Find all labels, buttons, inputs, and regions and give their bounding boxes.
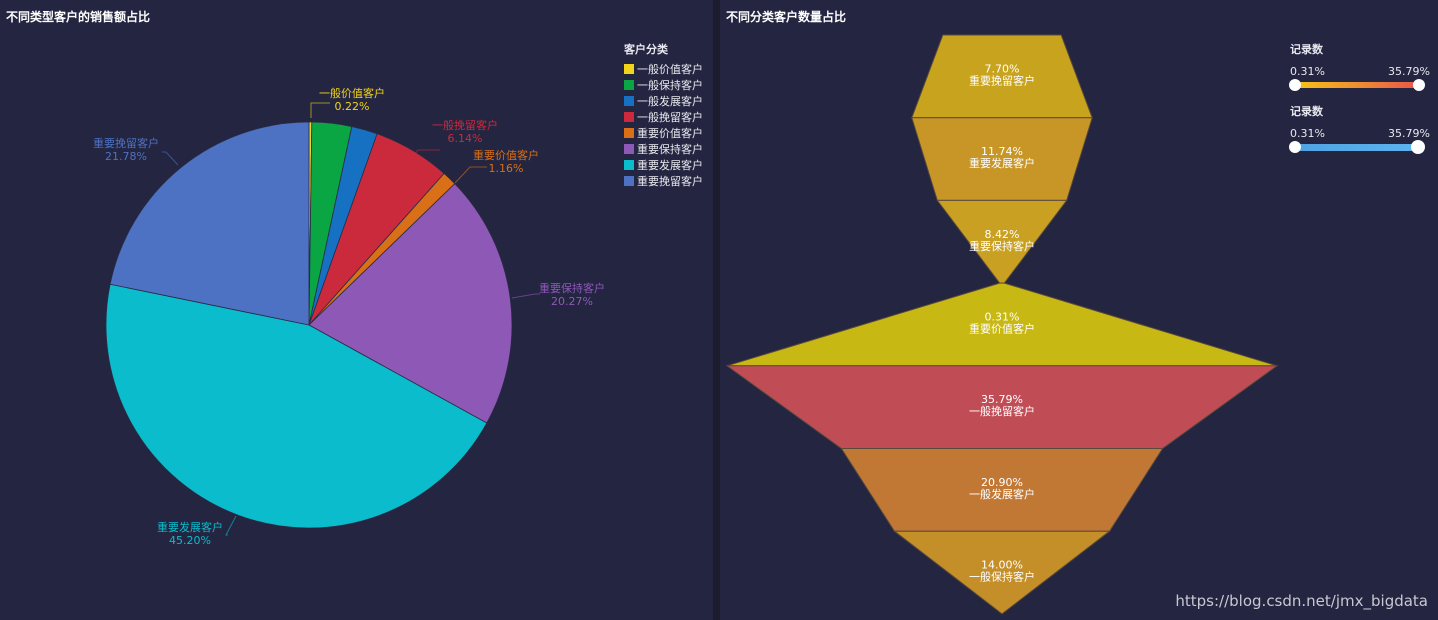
funnel-label-name: 一般挽留客户 [969,404,1035,418]
funnel-label-value: 20.90% [981,476,1023,489]
legend-label: 重要挽留客户 [637,175,703,188]
watermark: https://blog.csdn.net/jmx_bigdata [1175,592,1428,610]
pie-label-name: 一般价值客户 [319,86,385,100]
legend-item[interactable]: 重要价值客户 [624,125,703,141]
legend-swatch [624,144,634,154]
funnel-label-name: 一般发展客户 [969,487,1035,501]
pie-chart-title: 不同类型客户的销售额占比 [6,10,151,24]
pie-label-name: 重要发展客户 [157,520,223,534]
legend-swatch [624,96,634,106]
pie-label-value: 1.16% [489,162,524,175]
legend-item[interactable]: 重要保持客户 [624,141,703,157]
funnel-chart: 7.70%重要挽留客户 11.74%重要发展客户 8.42%重要保持客户 0.31%重… [725,34,1279,615]
legend-swatch [624,128,634,138]
legend-title: 客户分类 [624,43,668,56]
visual-map-handle-max[interactable] [1413,79,1425,91]
visual-map-bar [1289,79,1425,91]
funnel-label-value: 11.74% [981,145,1023,158]
visual-map-handle-min[interactable] [1289,141,1301,153]
visual-map-handle-min[interactable] [1289,79,1301,91]
visual-map-max: 35.79% [1388,65,1430,78]
legend-label: 一般价值客户 [637,63,703,76]
visual-map-min: 0.31% [1290,65,1325,78]
funnel-label-name: 重要挽留客户 [969,73,1035,87]
legend-label: 一般保持客户 [637,79,703,92]
funnel-label-value: 35.79% [981,393,1023,406]
pie-label-value: 45.20% [169,534,211,547]
legend-label: 重要保持客户 [637,143,703,156]
legend-swatch [624,176,634,186]
visual-map-handle-max[interactable] [1411,140,1425,154]
legend-label: 一般挽留客户 [637,111,703,124]
pie-chart: 一般价值客户0.22%一般挽留客户6.14%重要价值客户1.16%重要保持客户2… [93,86,605,547]
legend-swatch [624,80,634,90]
legend-swatch [624,64,634,74]
pie-label-value: 20.27% [551,295,593,308]
pie-slice[interactable] [308,183,513,424]
pie-label-name: 一般挽留客户 [432,118,498,132]
funnel-label-name: 重要保持客户 [969,239,1035,253]
legend-item[interactable]: 一般发展客户 [624,93,703,109]
visual-map-2[interactable]: 记录数 0.31% 35.79% [1289,103,1430,154]
pie-label-name: 重要保持客户 [539,281,605,295]
funnel-label-value: 7.70% [985,62,1020,75]
funnel-label-value: 0.31% [985,310,1020,323]
pie-slice[interactable] [109,121,310,326]
pie-label-value: 21.78% [105,150,147,163]
legend-item[interactable]: 重要挽留客户 [624,173,703,189]
funnel-label-name: 一般保持客户 [969,570,1035,584]
funnel-chart-panel: 不同分类客户数量占比 7.70% 重要挽留客户 11.74% 重要发展客户 8.42% 重… [720,0,1438,620]
legend-item[interactable]: 一般保持客户 [624,77,703,93]
pie-label-name: 重要价值客户 [473,148,539,162]
pie-label-name: 重要挽留客户 [93,136,159,150]
pie-label-value: 0.22% [335,100,370,113]
legend-label: 一般发展客户 [637,95,703,108]
funnel-label-name: 重要发展客户 [969,156,1035,170]
funnel-chart-title: 不同分类客户数量占比 [726,10,847,24]
visual-map-1[interactable]: 记录数 0.31% 35.79% [1289,41,1430,91]
visual-map-title: 记录数 [1290,105,1323,118]
legend-label: 重要发展客户 [637,159,703,172]
funnel-label-value: 8.42% [985,228,1020,241]
visual-map-bar [1289,140,1425,154]
pie-chart-panel: 不同类型客户的销售额占比 一般价值客户 0.22% 一般挽留客户 6.14% 重要价值客… [0,0,713,620]
legend-item[interactable]: 一般挽留客户 [624,109,703,125]
visual-map-max: 35.79% [1388,127,1430,140]
legend-swatch [624,112,634,122]
funnel-segment[interactable] [892,530,1112,615]
pie-legend: 客户分类 一般价值客户 一般保持客户 一般发展客户 一般挽留客户 重要价值客户 重要保持客… [624,41,703,189]
legend-label: 重要价值客户 [637,127,703,140]
visual-map-min: 0.31% [1290,127,1325,140]
legend-swatch [624,160,634,170]
funnel-label-name: 重要价值客户 [969,321,1035,335]
legend-item[interactable]: 一般价值客户 [624,61,703,77]
pie-label-value: 6.14% [448,132,483,145]
legend-item[interactable]: 重要发展客户 [624,157,703,173]
funnel-label-value: 14.00% [981,559,1023,572]
visual-map-title: 记录数 [1290,43,1323,56]
pie-slice[interactable] [105,283,488,529]
